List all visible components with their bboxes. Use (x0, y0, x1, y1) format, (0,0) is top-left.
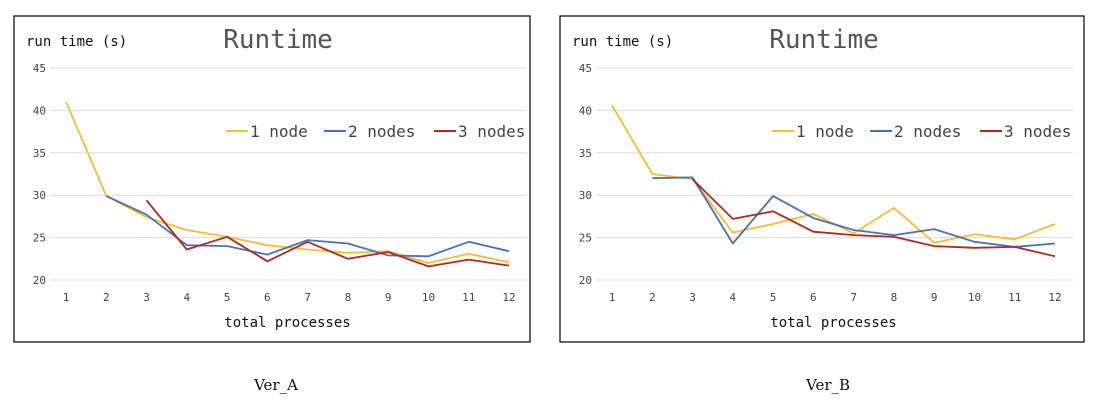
chart-frame (559, 15, 1085, 343)
x-axis-label: total processes (224, 315, 350, 331)
chart-frame (13, 15, 531, 343)
chart-panel-ver-a: 20 25 30 35 40 45 1 2 3 4 5 6 7 8 9 10 11 12 Runtime run ti… (13, 15, 531, 394)
legend-label: 2 nodes (894, 122, 961, 141)
y-tick-label: 35 (33, 147, 46, 160)
x-tick-label: 11 (462, 291, 475, 304)
y-tick-label: 30 (33, 189, 46, 202)
y-tick-label: 40 (579, 104, 592, 117)
x-tick-label: 3 (689, 291, 696, 304)
x-tick-label: 11 (1008, 291, 1021, 304)
x-tick-label: 6 (810, 291, 817, 304)
series-line (691, 178, 1056, 258)
x-tick-label: 1 (63, 291, 70, 304)
chart-caption: Ver_A (254, 376, 298, 394)
y-axis-label: run time (s) (572, 34, 673, 50)
x-tick-label: 9 (385, 291, 392, 304)
x-tick-label: 4 (730, 291, 737, 304)
x-tick-label: 9 (931, 291, 938, 304)
x-tick-label: 12 (502, 291, 515, 304)
x-tick-label: 2 (649, 291, 656, 304)
x-tick-label: 5 (224, 291, 231, 304)
x-tick-label: 10 (968, 291, 981, 304)
chart-panel-ver-b: 20 25 30 35 40 45 1 2 3 4 5 6 7 8 9 10 11 12 Runtime run ti… (552, 0, 1104, 408)
y-tick-label: 40 (33, 104, 46, 117)
legend-label: 3 nodes (458, 122, 525, 141)
x-tick-label: 6 (264, 291, 271, 304)
x-axis-label: total processes (770, 315, 896, 331)
legend-label: 3 nodes (1004, 122, 1071, 141)
chart-title: Runtime (223, 25, 333, 55)
y-axis-label: run time (s) (26, 34, 127, 50)
series-line (145, 199, 510, 268)
y-tick-label: 45 (579, 62, 592, 75)
x-tick-label: 5 (770, 291, 777, 304)
x-tick-label: 8 (345, 291, 352, 304)
x-tick-label: 8 (891, 291, 898, 304)
x-tick-label: 4 (184, 291, 191, 304)
legend-label: 2 nodes (348, 122, 415, 141)
x-tick-label: 7 (304, 291, 311, 304)
series-line (105, 195, 510, 258)
legend-label: 1 node (796, 122, 854, 141)
x-tick-label: 3 (143, 291, 150, 304)
y-tick-label: 45 (33, 62, 46, 75)
x-tick-label: 1 (609, 291, 616, 304)
chart-caption: Ver_B (805, 376, 851, 394)
y-tick-label: 25 (579, 232, 592, 245)
x-tick-label: 7 (850, 291, 857, 304)
chart-title: Runtime (769, 25, 879, 55)
legend-label: 1 node (250, 122, 308, 141)
y-tick-label: 30 (579, 189, 592, 202)
y-tick-label: 20 (579, 274, 592, 287)
series-line (652, 176, 1056, 248)
y-tick-label: 20 (33, 274, 46, 287)
x-tick-label: 10 (422, 291, 435, 304)
y-tick-label: 25 (33, 232, 46, 245)
x-tick-label: 2 (103, 291, 110, 304)
x-tick-label: 12 (1048, 291, 1061, 304)
y-tick-label: 35 (579, 147, 592, 160)
